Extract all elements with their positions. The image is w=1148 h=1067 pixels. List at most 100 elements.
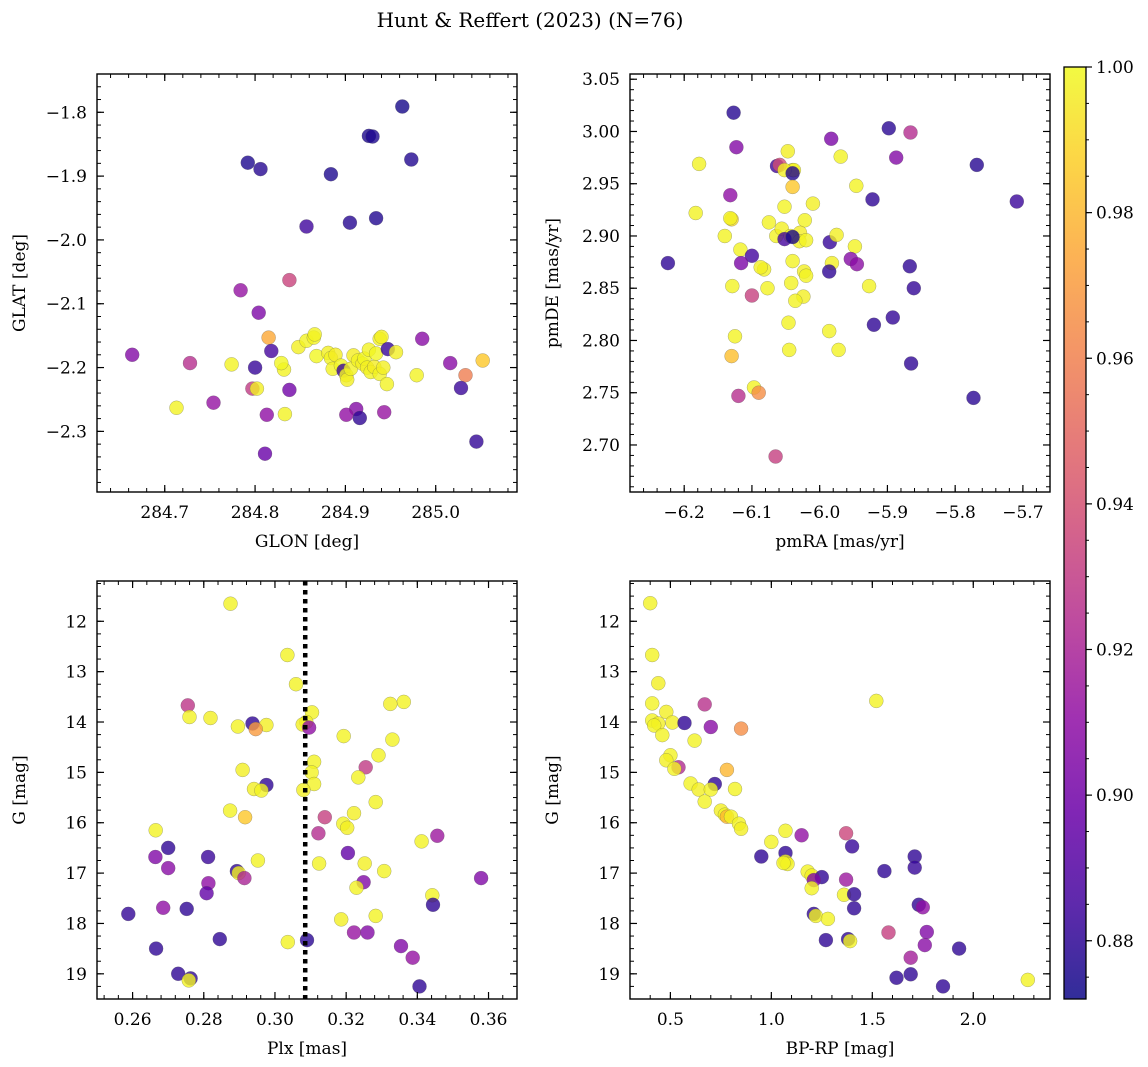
data-point	[778, 823, 793, 838]
data-point	[377, 863, 392, 879]
data-point	[469, 434, 484, 449]
data-point	[881, 121, 896, 136]
data-point	[838, 872, 854, 887]
data-point	[224, 357, 239, 372]
data-point	[349, 880, 364, 895]
data-point	[667, 761, 682, 776]
data-point	[881, 925, 896, 940]
data-point	[861, 278, 877, 294]
data-point	[903, 950, 918, 965]
data-point	[412, 979, 427, 994]
data-point	[869, 693, 884, 709]
data-point	[200, 849, 216, 865]
data-point	[280, 934, 295, 950]
data-point	[645, 647, 660, 663]
y-tick-label: 18	[598, 914, 620, 934]
markers	[121, 596, 489, 994]
data-point	[148, 941, 164, 956]
color-magnitude-panel: 0.5 1.0 1.5 2.0 12 13 14 15 16 17 18 19 BP-RP [mag] G…	[543, 580, 1051, 1059]
data-point	[237, 810, 253, 825]
figure-title: Hunt & Reffert (2023) (N=76)	[377, 8, 684, 32]
data-point	[254, 783, 269, 798]
data-point	[248, 721, 263, 737]
data-point	[160, 860, 176, 876]
data-point	[264, 343, 279, 359]
x-tick-label: 1.0	[758, 1010, 785, 1030]
data-point	[299, 219, 314, 234]
data-point	[902, 259, 917, 274]
data-point	[665, 715, 680, 730]
y-tick-label: 15	[598, 763, 620, 783]
y-tick-label: 17	[65, 864, 87, 884]
y-axis-label: pmDE [mas/yr]	[543, 218, 563, 348]
x-tick-label: −6.2	[664, 503, 705, 523]
data-point	[782, 342, 797, 358]
y-tick-label: 2.90	[582, 227, 620, 247]
data-point	[203, 710, 218, 726]
data-point	[824, 131, 839, 147]
x-tick-label: −5.7	[1002, 503, 1043, 523]
data-point	[798, 232, 814, 248]
y-tick-label: 18	[65, 914, 87, 934]
data-point	[733, 821, 749, 836]
colorbar-tick-label: 0.94	[1096, 495, 1134, 515]
axes-frame	[629, 580, 1051, 1000]
data-point	[726, 105, 741, 120]
data-point	[731, 388, 746, 404]
data-point	[729, 139, 744, 155]
data-point	[833, 149, 848, 164]
data-point	[160, 840, 176, 856]
data-point	[250, 853, 266, 868]
y-tick-label: 16	[598, 814, 620, 834]
data-point	[724, 348, 739, 364]
data-point	[257, 446, 273, 461]
data-point	[346, 925, 362, 940]
y-tick-label: 15	[65, 763, 87, 783]
data-point	[754, 849, 769, 864]
y-tick-label: −1.9	[46, 167, 87, 187]
data-point	[121, 906, 136, 922]
data-point	[660, 255, 676, 271]
parallax-magnitude-panel: 0.26 0.28 0.30 0.32 0.34 0.36 12 13 14 15 16 17 18 19…	[10, 580, 518, 1059]
y-tick-label: 13	[65, 663, 87, 683]
data-point	[780, 144, 795, 159]
data-point	[849, 257, 865, 272]
data-point	[336, 728, 351, 744]
x-tick-label: −5.8	[935, 503, 976, 523]
data-point	[907, 860, 922, 875]
x-tick-label: −5.9	[867, 503, 908, 523]
data-point	[727, 781, 743, 797]
data-point	[697, 794, 712, 809]
data-point	[788, 293, 803, 308]
data-point	[1020, 972, 1036, 988]
x-tick-label: −6.0	[799, 503, 840, 523]
data-point	[415, 331, 430, 346]
data-point	[849, 178, 864, 194]
data-point	[865, 192, 880, 207]
data-point	[340, 820, 355, 835]
markers	[643, 596, 1036, 994]
data-point	[404, 152, 419, 167]
x-tick-label: 0.32	[327, 1010, 365, 1030]
data-point	[889, 150, 904, 165]
data-point	[822, 323, 837, 339]
data-point	[280, 647, 295, 663]
data-point	[919, 924, 934, 940]
data-point	[781, 315, 796, 330]
data-point	[951, 941, 967, 956]
data-point	[339, 407, 354, 422]
data-point	[282, 272, 297, 288]
data-point	[725, 278, 740, 294]
data-point	[723, 187, 738, 203]
data-point	[645, 696, 660, 711]
markers	[124, 99, 490, 461]
data-point	[785, 166, 800, 181]
data-point	[368, 908, 383, 924]
data-point	[212, 931, 228, 947]
data-point	[307, 327, 322, 342]
x-tick-label: 0.26	[114, 1010, 152, 1030]
data-point	[240, 155, 256, 170]
x-axis-label: GLON [deg]	[255, 532, 359, 552]
colorbar-tick-label: 0.96	[1096, 349, 1134, 369]
data-point	[443, 355, 458, 371]
